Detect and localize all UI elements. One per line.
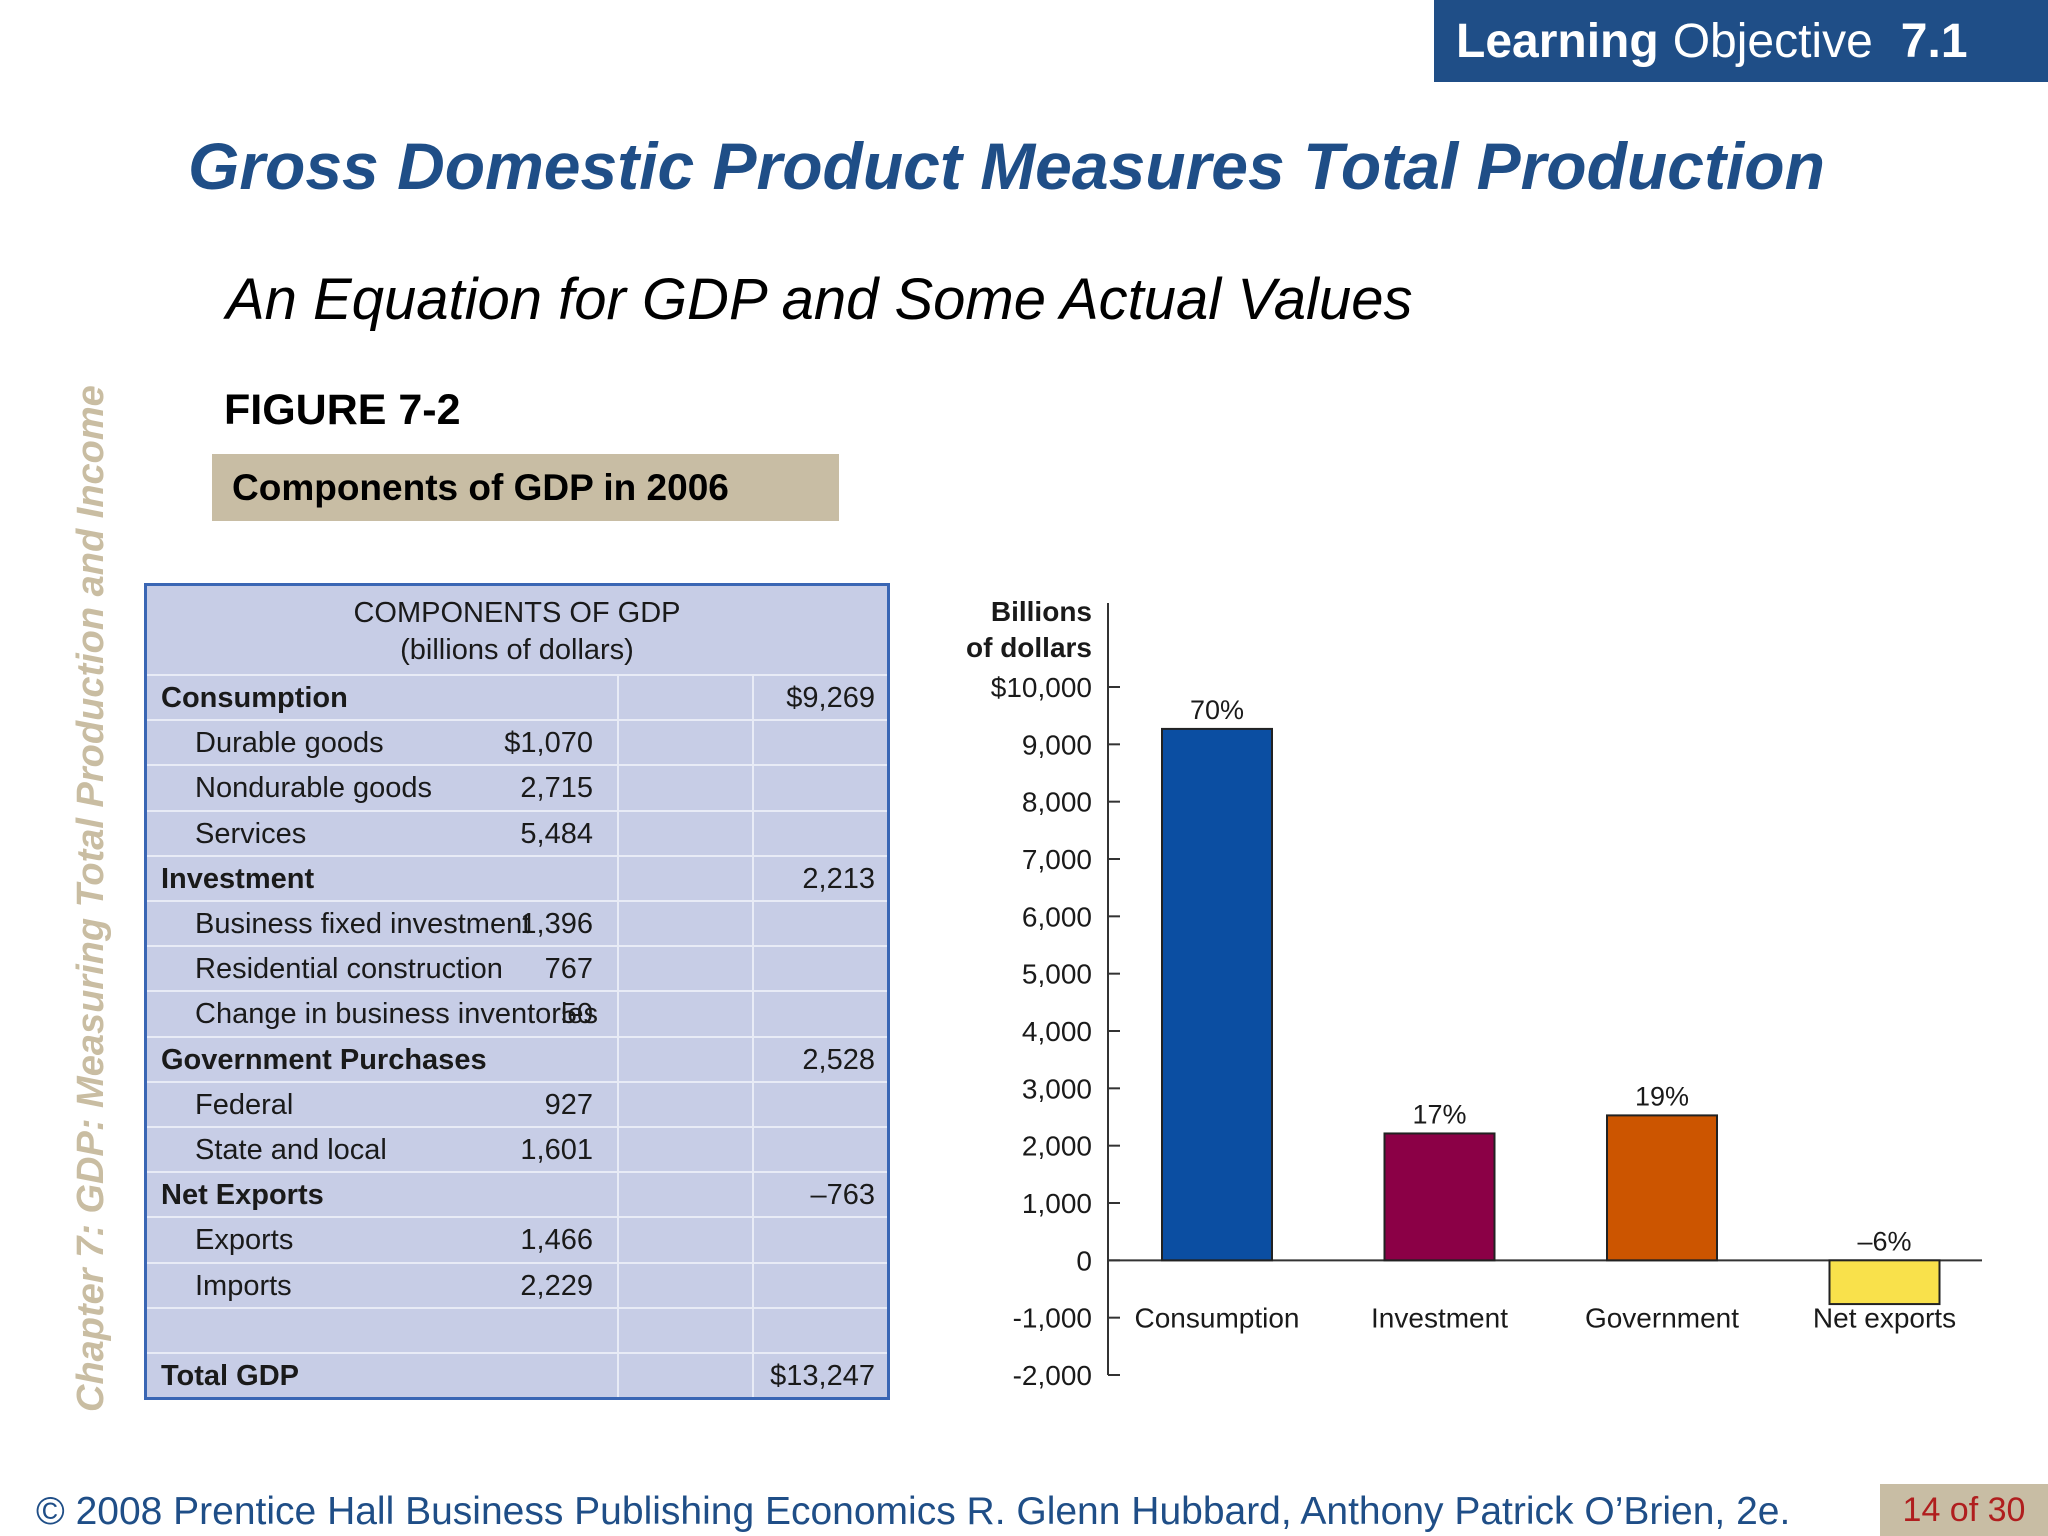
slide-title: Gross Domestic Product Measures Total Pr… — [188, 129, 1825, 203]
row-amount: 1,396 — [520, 908, 593, 940]
gdp-components-table: COMPONENTS OF GDP (billions of dollars) … — [144, 583, 890, 1400]
y-tick-label: $10,000 — [991, 672, 1092, 703]
row-amount: 50 — [560, 998, 593, 1031]
table-header: COMPONENTS OF GDP (billions of dollars) — [147, 586, 887, 674]
table-row — [147, 1306, 887, 1352]
row-total: $9,269 — [786, 682, 875, 714]
table-row: Nondurable goods 2,715 — [147, 764, 887, 809]
table-row: Federal 927 — [147, 1080, 887, 1126]
badge-objective: Objective — [1672, 14, 1873, 68]
x-category-label: Net exports — [1813, 1302, 1956, 1333]
row-total: 2,528 — [802, 1043, 875, 1076]
slide-subtitle: An Equation for GDP and Some Actual Valu… — [226, 267, 1413, 332]
row-label: Federal — [195, 1088, 294, 1121]
bar-investment — [1383, 1132, 1496, 1262]
x-category-label: Consumption — [1135, 1302, 1300, 1333]
row-amount: 1,601 — [520, 1134, 593, 1166]
table-row: State and local 1,601 — [147, 1126, 887, 1171]
bar-data-label: 70% — [1190, 695, 1244, 725]
row-label: Government Purchases — [161, 1043, 487, 1076]
y-tick-label: 1,000 — [1022, 1188, 1092, 1219]
row-amount: 2,229 — [520, 1269, 593, 1302]
row-label: Investment — [161, 862, 315, 895]
table-column-divider — [617, 674, 619, 1397]
x-category-label: Government — [1585, 1302, 1739, 1333]
badge-number: 7.1 — [1900, 14, 1968, 68]
figure-caption-text: Components of GDP in 2006 — [232, 466, 729, 508]
table-row: Durable goods $1,070 — [147, 719, 887, 764]
row-label: Exports — [195, 1224, 294, 1257]
row-label: Net Exports — [161, 1179, 324, 1212]
gdp-components-bar-chart: Billions of dollars -2,000 -1,000 0 1,000 2,00… — [966, 596, 1982, 1391]
x-category-label: Investment — [1371, 1302, 1508, 1333]
table-row: Change in business inventories 50 — [147, 990, 887, 1035]
y-tick-label: 0 — [1076, 1245, 1092, 1276]
row-label: Nondurable goods — [195, 772, 433, 805]
badge-learning: Learning — [1456, 14, 1659, 68]
bar-government — [1606, 1114, 1718, 1262]
row-label: Durable goods — [195, 727, 384, 760]
footer-credit: © 2008 Prentice Hall Business Publishing… — [36, 1490, 1791, 1533]
table-row: Residential construction 767 — [147, 945, 887, 990]
row-label: Residential construction — [195, 953, 503, 986]
bar-net-exports — [1828, 1259, 1941, 1306]
table-row: Imports 2,229 — [147, 1261, 887, 1307]
y-tick-label: 2,000 — [1022, 1131, 1092, 1162]
row-label: Imports — [195, 1269, 292, 1302]
row-label: Business fixed investment — [195, 908, 531, 940]
y-tick-label: 5,000 — [1022, 959, 1092, 990]
row-label: Total GDP — [161, 1360, 300, 1392]
y-tick-label: 6,000 — [1022, 901, 1092, 932]
table-row: Consumption $9,269 — [147, 674, 887, 719]
y-axis-title: of dollars — [966, 632, 1092, 663]
row-label: Change in business inventories — [195, 998, 599, 1031]
row-total: 2,213 — [802, 862, 875, 895]
table-row: Business fixed investment 1,396 — [147, 900, 887, 945]
table-row: Government Purchases 2,528 — [147, 1035, 887, 1081]
page-number: 14 of 30 — [1880, 1484, 2048, 1536]
row-total: $13,247 — [770, 1360, 875, 1392]
table-row: Total GDP $13,247 — [147, 1352, 887, 1397]
row-amount: 5,484 — [520, 817, 593, 850]
chapter-side-label: Chapter 7: GDP: Measuring Total Producti… — [70, 385, 112, 1412]
bar-data-label: 17% — [1412, 1099, 1466, 1129]
row-label: Consumption — [161, 682, 348, 714]
y-axis-title: Billions — [991, 596, 1092, 627]
table-row: Investment 2,213 — [147, 854, 887, 900]
row-amount: 927 — [544, 1088, 593, 1121]
bar-consumption — [1161, 727, 1273, 1262]
y-tick-label: -2,000 — [1013, 1360, 1092, 1391]
row-label: State and local — [195, 1134, 387, 1166]
y-tick-label: 7,000 — [1022, 844, 1092, 875]
table-column-divider — [752, 674, 754, 1397]
figure-label: FIGURE 7-2 — [224, 386, 461, 434]
table-row: Exports 1,466 — [147, 1216, 887, 1261]
row-label: Services — [195, 817, 307, 850]
row-amount: 1,466 — [520, 1224, 593, 1257]
table-row: Services 5,484 — [147, 809, 887, 855]
learning-objective-badge: Learning Objective 7.1 — [1434, 0, 2048, 82]
table-header-title: COMPONENTS OF GDP — [353, 597, 681, 629]
y-tick-label: 3,000 — [1022, 1073, 1092, 1104]
y-tick-label: 8,000 — [1022, 787, 1092, 818]
row-total: –763 — [810, 1179, 875, 1212]
figure-caption: Components of GDP in 2006 — [212, 454, 839, 521]
row-amount: $1,070 — [504, 727, 593, 760]
y-tick-label: 9,000 — [1022, 729, 1092, 760]
row-amount: 767 — [544, 953, 593, 986]
table-row: Net Exports –763 — [147, 1171, 887, 1216]
y-tick-label: 4,000 — [1022, 1016, 1092, 1047]
bar-data-label: 19% — [1635, 1081, 1689, 1111]
table-header-units: (billions of dollars) — [400, 634, 634, 666]
bar-data-label: –6% — [1857, 1226, 1911, 1256]
y-tick-label: -1,000 — [1013, 1303, 1092, 1334]
row-amount: 2,715 — [520, 772, 593, 805]
